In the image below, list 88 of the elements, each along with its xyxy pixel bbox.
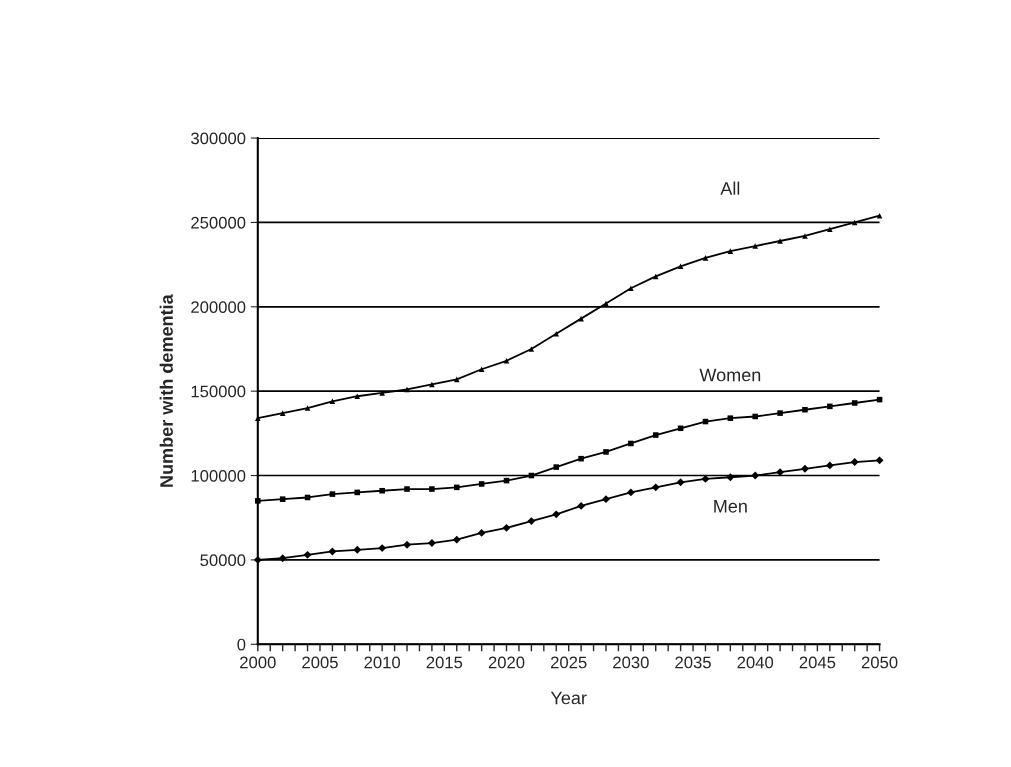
x-tick-label: 2050 [861,656,898,669]
x-tick-label: 2040 [737,656,774,669]
point [577,501,586,510]
point [453,376,460,383]
point [329,398,336,405]
point [303,550,312,559]
point [751,471,760,480]
point [851,219,858,226]
point [353,545,362,554]
point [379,390,385,396]
y-tick-label: 100000 [191,469,246,482]
point [651,483,660,492]
point [676,478,685,487]
y-tick-label: 150000 [191,385,246,398]
point [379,487,385,494]
text: All [720,181,740,195]
point [403,540,411,549]
point [827,226,833,232]
point [702,255,709,261]
series-label: Men [714,500,747,513]
x-tick-label: 2015 [426,656,463,669]
point [802,233,808,239]
point [602,495,610,504]
point [427,539,436,547]
y-tick-label: 50000 [200,554,246,567]
point [825,461,834,470]
point [452,535,461,544]
point [429,381,435,388]
point [503,358,510,364]
point [553,331,560,337]
point [553,464,560,470]
point [478,366,485,373]
y-axis-title: Number with dementia [159,294,173,487]
point [628,440,634,447]
point [528,346,535,352]
point [477,528,486,537]
x-axis-title: Year [550,691,587,705]
y-tick-label: 300000 [191,132,246,145]
point [752,413,758,420]
point [255,415,261,421]
point [253,555,262,564]
point [801,464,809,473]
point [304,405,311,411]
point [851,400,858,406]
point [429,486,435,492]
point [354,393,361,400]
point [827,403,833,410]
point [279,410,286,416]
point [502,523,511,532]
point [404,486,410,492]
point [478,481,485,487]
point [777,238,783,244]
x-tick-label: 2025 [550,656,587,669]
x-tick-label: 2035 [675,656,711,669]
point [777,410,783,416]
point [652,432,659,438]
y-tick-label: 200000 [191,301,246,313]
point [677,263,684,270]
point [329,491,336,497]
point [255,498,261,504]
point [578,455,584,462]
point [378,544,387,553]
point [453,484,460,491]
y-tick-label: 0 [237,638,246,651]
series-label: Women [699,368,761,382]
y-tick-label: 250000 [191,216,246,229]
point [628,285,634,292]
point [527,517,536,526]
point [603,449,609,455]
point [626,488,635,497]
point [552,510,561,519]
point [279,496,286,502]
point [875,456,884,465]
x-tick-label: 2045 [799,656,836,669]
point [278,554,287,563]
point [850,458,859,466]
point [328,547,337,556]
point [727,415,734,421]
x-tick-label: 2030 [613,656,649,669]
point [802,406,808,413]
point [752,243,758,249]
x-tick-label: 2020 [488,656,525,669]
x-tick-label: 2000 [240,656,276,669]
point [726,473,735,482]
point [727,248,734,254]
point [652,273,659,280]
x-tick-label: 2010 [364,656,401,669]
x-tick-label: 2005 [302,656,338,669]
